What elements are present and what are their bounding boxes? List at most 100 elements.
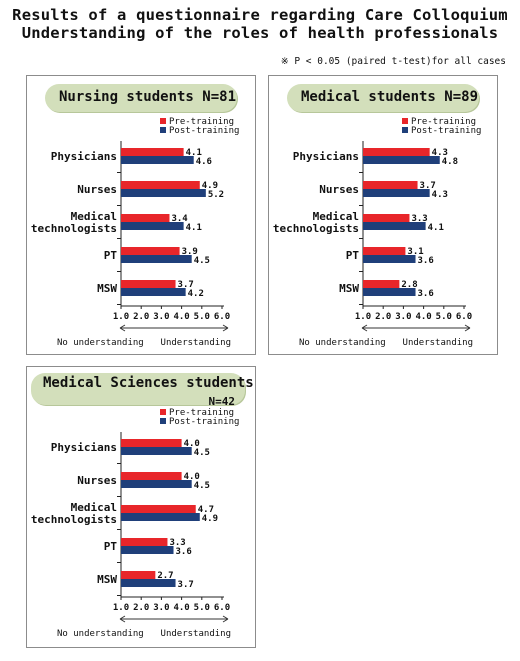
- x-tick-label: 4.0: [173, 312, 189, 322]
- category-label-medical-technologists-line-2: technologists: [273, 222, 359, 235]
- value-label-pre-nurses: 3.7: [420, 181, 436, 191]
- value-label-pre-physicians: 4.0: [184, 439, 200, 449]
- bar-pre-physicians: [363, 148, 430, 156]
- value-label-pre-msw: 3.7: [178, 280, 194, 290]
- arrow-head-left: [119, 324, 126, 332]
- bar-pre-msw: [363, 280, 400, 288]
- figure-title-line-1: Results of a questionnaire regarding Car…: [12, 6, 508, 24]
- value-label-pre-physicians: 4.1: [186, 148, 202, 158]
- bar-post-physicians: [363, 156, 440, 164]
- x-tick-label: 2.0: [133, 312, 149, 322]
- bar-pre-pt: [121, 538, 168, 546]
- axis-note-right: Understanding: [161, 629, 231, 639]
- category-label-medical-technologists-line-1: Medical: [313, 210, 359, 223]
- value-label-post-physicians: 4.5: [194, 448, 210, 458]
- x-tick-label: 1.0: [113, 603, 129, 613]
- value-label-post-nurses: 5.2: [208, 190, 224, 200]
- bar-post-msw: [121, 579, 176, 587]
- bar-pre-medical-technologists: [121, 505, 196, 513]
- value-label-post-physicians: 4.6: [196, 157, 212, 167]
- category-label-medical-technologists-line-1: Medical: [71, 501, 117, 514]
- value-label-post-msw: 3.6: [418, 289, 434, 299]
- panel-title-badge: Medical students N=89: [287, 84, 479, 112]
- arrow-head-left: [361, 324, 368, 332]
- legend-label-post: Post-training: [169, 126, 239, 136]
- value-label-pre-physicians: 4.3: [432, 148, 448, 158]
- bar-post-physicians: [121, 447, 192, 455]
- x-tick-label: 5.0: [194, 312, 210, 322]
- value-label-post-nurses: 4.3: [432, 190, 448, 200]
- bar-post-medical-technologists: [121, 222, 184, 230]
- bar-post-msw: [363, 288, 416, 296]
- x-tick-label: 2.0: [133, 603, 149, 613]
- value-label-pre-medical-technologists: 4.7: [198, 505, 214, 515]
- bar-pre-medical-technologists: [121, 214, 170, 222]
- value-label-pre-msw: 2.7: [157, 571, 173, 581]
- category-label-medical-technologists-line-2: technologists: [31, 222, 117, 235]
- category-label-pt: PT: [104, 249, 118, 262]
- x-tick-label: 3.0: [153, 603, 169, 613]
- bar-post-pt: [121, 546, 174, 554]
- category-label-pt: PT: [346, 249, 360, 262]
- value-label-post-pt: 3.6: [176, 547, 192, 557]
- bar-post-pt: [363, 255, 416, 263]
- bar-pre-pt: [121, 247, 180, 255]
- axis-note-left: No understanding: [57, 629, 144, 639]
- value-label-post-nurses: 4.5: [194, 481, 210, 491]
- bar-post-nurses: [121, 189, 206, 197]
- value-label-post-medical-technologists: 4.1: [186, 223, 202, 233]
- x-tick-label: 5.0: [436, 312, 452, 322]
- x-tick-label: 4.0: [173, 603, 189, 613]
- category-label-physicians: Physicians: [51, 150, 117, 163]
- category-label-nurses: Nurses: [319, 183, 359, 196]
- panel-title-badge: Nursing students N=81: [45, 84, 237, 112]
- panel-sample-size: N=42: [208, 395, 236, 408]
- legend-swatch-pre: [402, 118, 408, 124]
- legend-label-pre: Pre-training: [411, 117, 476, 127]
- bar-pre-nurses: [121, 181, 200, 189]
- axis-note-left: No understanding: [57, 338, 144, 348]
- value-label-post-medical-technologists: 4.1: [428, 223, 444, 233]
- significance-note: ※ P < 0.05 (paired t-test)for all cases: [280, 56, 506, 67]
- panel-title: Medical Sciences students: [43, 375, 254, 391]
- chart-panel-medical-sciences: Medical Sciences students N=42 Pre-train…: [26, 366, 256, 648]
- category-label-physicians: Physicians: [51, 441, 117, 454]
- bar-pre-msw: [121, 280, 176, 288]
- x-tick-label: 3.0: [395, 312, 411, 322]
- legend-swatch-post: [160, 418, 166, 424]
- x-tick-label: 2.0: [375, 312, 391, 322]
- bar-pre-nurses: [363, 181, 418, 189]
- value-label-pre-medical-technologists: 3.3: [411, 214, 427, 224]
- bar-post-nurses: [363, 189, 430, 197]
- axis-note-right: Understanding: [161, 338, 231, 348]
- bar-post-msw: [121, 288, 186, 296]
- bar-post-medical-technologists: [121, 513, 200, 521]
- category-label-msw: MSW: [339, 282, 359, 295]
- axis-note-right: Understanding: [403, 338, 473, 348]
- figure-title-line-2: Understanding of the roles of health pro…: [21, 24, 499, 42]
- value-label-pre-medical-technologists: 3.4: [171, 214, 188, 224]
- category-label-nurses: Nurses: [77, 183, 117, 196]
- chart-panel-medical: Medical students N=89 Pre-training Post-t…: [268, 75, 498, 355]
- x-tick-label: 1.0: [355, 312, 371, 322]
- value-label-pre-pt: 3.9: [182, 247, 198, 257]
- category-label-medical-technologists-line-2: technologists: [31, 513, 117, 526]
- value-label-post-pt: 3.6: [418, 256, 434, 266]
- category-label-medical-technologists-line-1: Medical: [71, 210, 117, 223]
- x-tick-label: 1.0: [113, 312, 129, 322]
- axis-note-left: No understanding: [299, 338, 386, 348]
- category-label-physicians: Physicians: [293, 150, 359, 163]
- legend-swatch-pre: [160, 118, 166, 124]
- bar-pre-pt: [363, 247, 406, 255]
- x-tick-label: 6.0: [214, 603, 230, 613]
- x-tick-label: 6.0: [456, 312, 472, 322]
- value-label-post-msw: 4.2: [188, 289, 204, 299]
- value-label-post-medical-technologists: 4.9: [202, 514, 218, 524]
- legend-label-post: Post-training: [169, 417, 239, 427]
- arrow-head-right: [222, 615, 229, 623]
- legend-swatch-post: [160, 127, 166, 133]
- category-label-nurses: Nurses: [77, 474, 117, 487]
- x-tick-label: 3.0: [153, 312, 169, 322]
